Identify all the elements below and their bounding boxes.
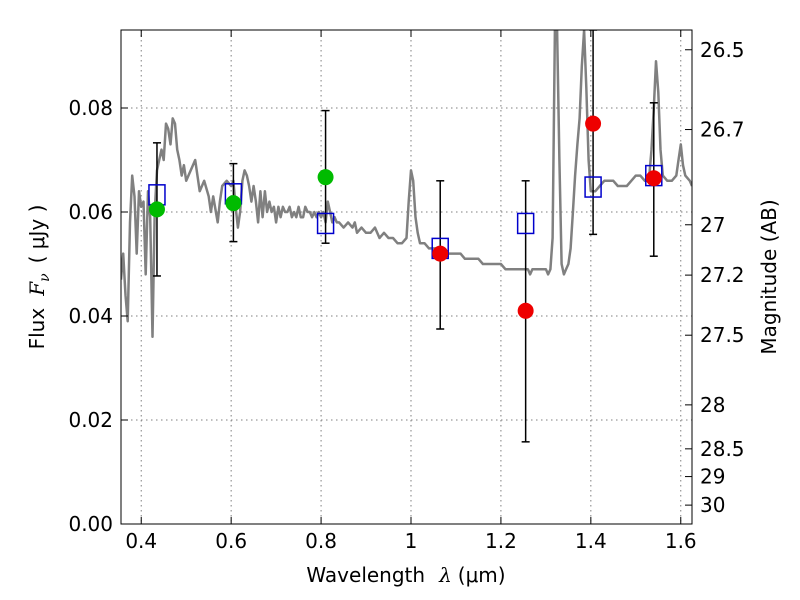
magnitude-axis-label: Magnitude (AB) bbox=[757, 199, 781, 354]
x-axis-ticks: 0.4 0.6 0.8 1 1.2 1.4 1.6 bbox=[125, 30, 697, 553]
y-axis-label: FluxFν( μJy ) bbox=[25, 205, 53, 350]
square-marker-layer bbox=[148, 164, 663, 260]
magnitude-tick-label: 30 bbox=[700, 493, 725, 517]
magnitude-tick-label: 27.5 bbox=[700, 323, 745, 347]
x-tick-label: 1.6 bbox=[665, 529, 697, 553]
grid bbox=[121, 30, 692, 525]
magnitude-tick-label: 28.5 bbox=[700, 437, 745, 461]
y-tick-label: 0.06 bbox=[68, 200, 113, 224]
red-data-point bbox=[585, 115, 602, 132]
magnitude-axis-ticks: 26.5 26.7 27 27.2 27.5 28 28.5 29 30 bbox=[685, 38, 745, 517]
y-tick-label: 0.02 bbox=[68, 408, 113, 432]
y-axis-ticks: 0.00 0.02 0.04 0.06 0.08 bbox=[68, 96, 128, 536]
x-tick-label: 1.2 bbox=[485, 529, 517, 553]
x-axis-label: Wavelength λ (μm) bbox=[306, 563, 505, 587]
magnitude-tick-label: 26.7 bbox=[700, 118, 745, 142]
red-data-point bbox=[645, 170, 662, 187]
red-data-point bbox=[432, 245, 449, 262]
x-tick-label: 0.8 bbox=[305, 529, 337, 553]
y-tick-label: 0.08 bbox=[68, 96, 113, 120]
photometry-point-layer bbox=[148, 115, 662, 319]
green-data-point bbox=[225, 195, 242, 212]
magnitude-tick-label: 27.2 bbox=[700, 263, 745, 287]
plot-frame bbox=[120, 29, 693, 525]
model-photometry-square bbox=[584, 176, 602, 198]
magnitude-tick-label: 27 bbox=[700, 213, 725, 237]
green-data-point bbox=[148, 201, 165, 218]
magnitude-tick-label: 29 bbox=[700, 465, 725, 489]
y-tick-label: 0.04 bbox=[68, 304, 113, 328]
y-tick-label: 0.00 bbox=[68, 512, 113, 536]
model-photometry-square bbox=[516, 212, 535, 235]
magnitude-tick-label: 28 bbox=[700, 393, 725, 417]
x-tick-label: 0.4 bbox=[125, 529, 157, 553]
model-sed-layer bbox=[121, 30, 692, 339]
green-data-point bbox=[317, 169, 334, 186]
x-tick-label: 0.6 bbox=[215, 529, 247, 553]
model-photometry-square bbox=[316, 212, 335, 235]
magnitude-tick-label: 26.5 bbox=[700, 38, 745, 62]
red-data-point bbox=[517, 302, 534, 319]
model-sed-line bbox=[121, 30, 692, 339]
x-tick-label: 1 bbox=[405, 529, 418, 553]
x-tick-label: 1.4 bbox=[575, 529, 607, 553]
